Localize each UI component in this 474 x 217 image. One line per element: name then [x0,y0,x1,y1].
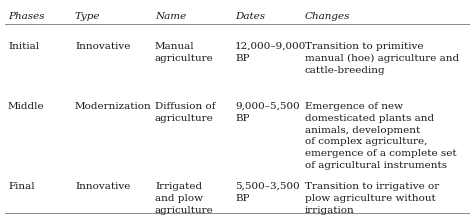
Text: Initial: Initial [8,42,39,51]
Text: Manual
agriculture: Manual agriculture [155,42,214,63]
Text: Middle: Middle [8,102,45,111]
Text: 5,500–3,500
BP: 5,500–3,500 BP [235,182,300,203]
Text: Diffusion of
agriculture: Diffusion of agriculture [155,102,216,123]
Text: Phases: Phases [8,12,45,21]
Text: Dates: Dates [235,12,265,21]
Text: Transition to primitive
manual (hoe) agriculture and
cattle-breeding: Transition to primitive manual (hoe) agr… [305,42,459,75]
Text: 12,000–9,000
BP: 12,000–9,000 BP [235,42,306,63]
Text: Emergence of new
domesticated plants and
animals, development
of complex agricul: Emergence of new domesticated plants and… [305,102,456,170]
Text: Transition to irrigative or
plow agriculture without
irrigation: Transition to irrigative or plow agricul… [305,182,439,215]
Text: Innovative: Innovative [75,42,130,51]
Text: Final: Final [8,182,35,191]
Text: 9,000–5,500
BP: 9,000–5,500 BP [235,102,300,123]
Text: Modernization: Modernization [75,102,152,111]
Text: Innovative: Innovative [75,182,130,191]
Text: Type: Type [75,12,100,21]
Text: Changes: Changes [305,12,350,21]
Text: Irrigated
and plow
agriculture: Irrigated and plow agriculture [155,182,214,215]
Text: Name: Name [155,12,186,21]
